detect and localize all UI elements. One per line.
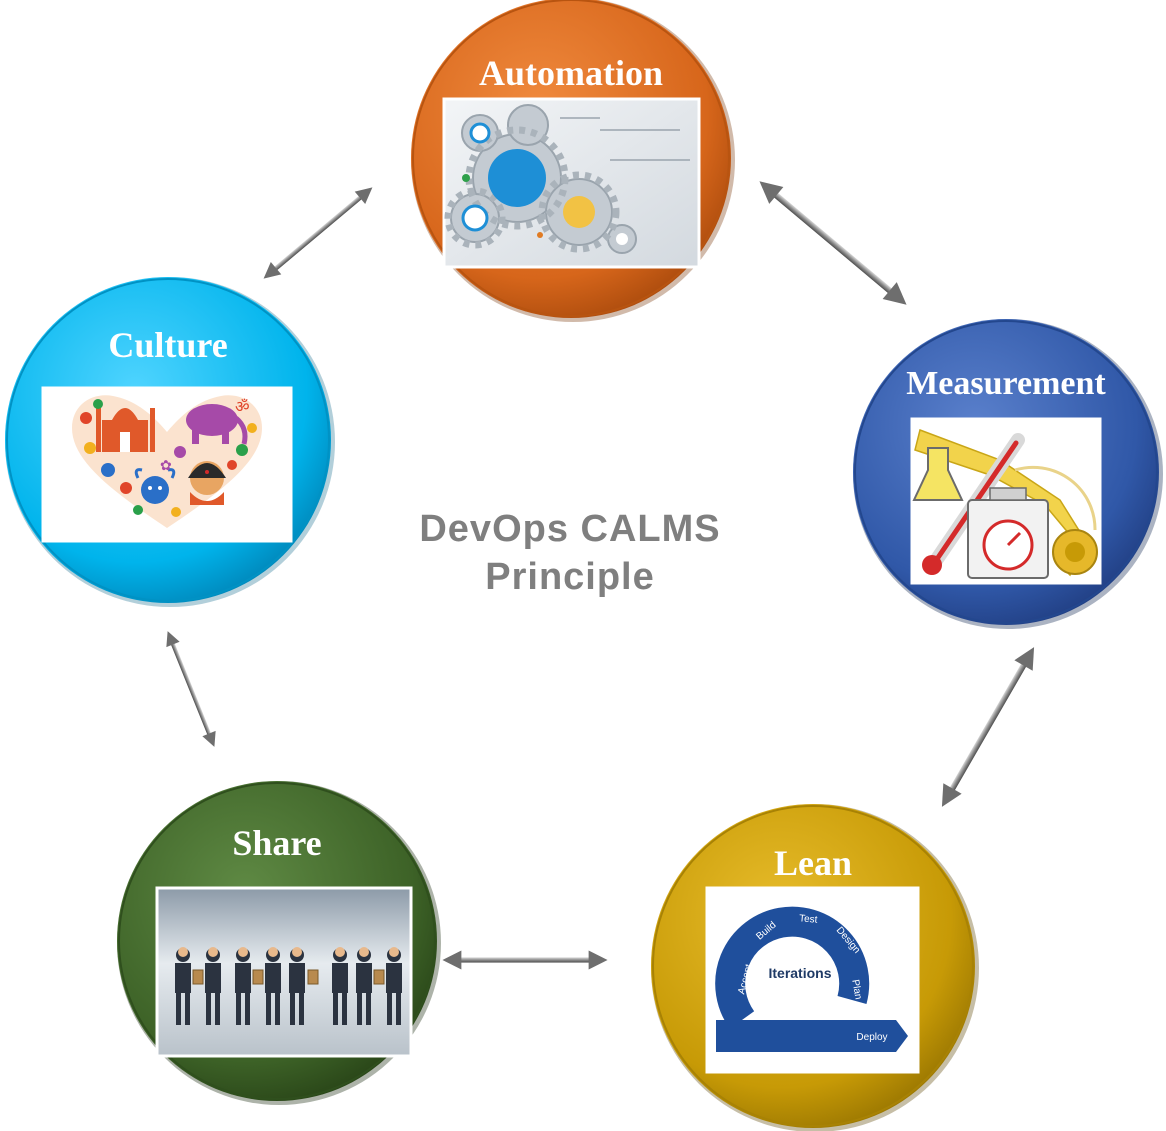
- gears-illustration: [442, 97, 701, 269]
- node-measurement: Measurement: [853, 319, 1163, 629]
- node-culture: Culture: [5, 277, 335, 607]
- diagram-title-line2: Principle: [485, 556, 655, 598]
- node-label-culture: Culture: [108, 325, 227, 365]
- connector-automation-measurement: [752, 172, 914, 314]
- lean-step-deploy: Deploy: [856, 1032, 887, 1043]
- node-automation: Automation: [411, 0, 735, 322]
- lean-step-test: Test: [799, 913, 818, 926]
- node-lean: Lean Iterations Accept Build Test Design…: [651, 804, 979, 1131]
- lean-step-plan: Plan: [849, 979, 863, 1001]
- svg-text:✿: ✿: [160, 458, 172, 474]
- iterations-cycle-illustration: Iterations Accept Build Test Design Plan…: [705, 886, 920, 1074]
- diagram-title-line1: DevOps CALMS: [419, 508, 721, 550]
- connector-lean-share: [442, 950, 608, 970]
- diagram-title: DevOps CALMS Principle: [380, 505, 760, 601]
- node-share: Share: [117, 781, 441, 1105]
- node-label-automation: Automation: [479, 53, 663, 93]
- lean-cycle-center: Iterations: [768, 965, 831, 981]
- connector-measurement-lean: [932, 641, 1044, 813]
- india-culture-heart-illustration: ॐ ✿: [41, 386, 293, 543]
- businessmen-sharing-illustration: [155, 886, 413, 1058]
- measurement-tools-illustration: [910, 417, 1102, 585]
- node-label-measurement: Measurement: [906, 365, 1106, 402]
- node-label-lean: Lean: [774, 843, 852, 883]
- connector-share-culture: [160, 628, 222, 750]
- svg-text:ॐ: ॐ: [235, 397, 250, 416]
- node-label-share: Share: [232, 823, 321, 863]
- connector-automation-culture: [258, 181, 378, 285]
